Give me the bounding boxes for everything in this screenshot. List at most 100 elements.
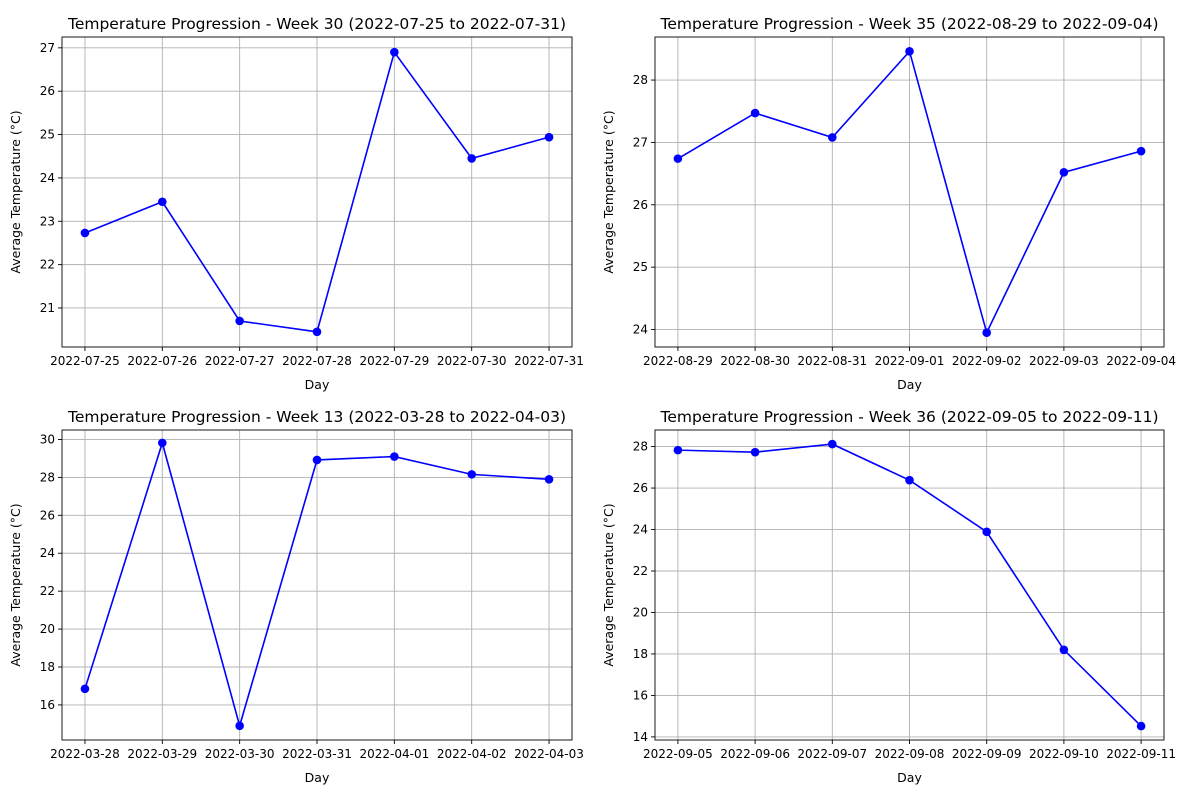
- data-point: [390, 452, 399, 461]
- y-tick-label: 24: [633, 323, 648, 337]
- data-point: [80, 228, 90, 238]
- y-tick-label: 20: [40, 622, 55, 636]
- x-tick-label: 2022-09-02: [952, 354, 1022, 368]
- x-tick-label: 2022-09-06: [720, 747, 790, 761]
- x-tick-label: 2022-08-31: [797, 354, 867, 368]
- y-tick-label: 24: [40, 546, 55, 560]
- y-tick-label: 22: [40, 258, 55, 272]
- x-axis-label: Day: [897, 377, 922, 392]
- y-axis-label: Average Temperature (°C): [8, 110, 23, 273]
- y-tick-label: 25: [633, 260, 648, 274]
- x-tick-label: 2022-07-27: [205, 354, 275, 368]
- y-tick-label: 16: [40, 698, 55, 712]
- data-point: [673, 445, 683, 455]
- x-tick-label: 2022-09-11: [1106, 747, 1176, 761]
- y-tick-label: 26: [40, 508, 55, 522]
- y-tick-label: 26: [633, 481, 648, 495]
- x-tick-label: 2022-04-03: [514, 747, 584, 761]
- x-tick-label: 2022-07-30: [437, 354, 507, 368]
- data-point: [828, 133, 837, 142]
- y-tick-label: 30: [40, 432, 55, 446]
- y-tick-label: 22: [633, 564, 648, 578]
- data-point: [828, 439, 837, 449]
- subplot-3: 2022-03-28 2022-03-29 2022-03-30 2022-03-31…: [8, 408, 584, 785]
- data-point: [750, 108, 760, 118]
- data-point: [544, 132, 554, 142]
- data-point: [982, 527, 991, 537]
- y-tick-label: 24: [40, 171, 55, 185]
- subplot-1: 2022-07-25 2022-07-26 2022-07-27 2022-07-28…: [8, 15, 584, 392]
- x-tick-label: 2022-09-05: [643, 747, 713, 761]
- data-point: [1059, 168, 1069, 177]
- x-tick-label: 2022-07-25: [50, 354, 120, 368]
- data-point: [905, 47, 914, 56]
- x-tick-label: 2022-09-07: [797, 747, 867, 761]
- x-tick-label: 2022-09-10: [1029, 747, 1099, 761]
- y-tick-label: 28: [633, 73, 648, 87]
- y-tick-label: 27: [633, 135, 648, 149]
- x-tick-label: 2022-03-29: [127, 747, 197, 761]
- data-point: [673, 154, 683, 163]
- y-tick-label: 24: [633, 523, 648, 537]
- x-tick-label: 2022-03-30: [205, 747, 275, 761]
- y-axis-label: Average Temperature (°C): [601, 503, 616, 666]
- data-point: [467, 470, 477, 479]
- data-point: [158, 197, 167, 207]
- data-point: [1136, 721, 1146, 731]
- data-point: [312, 455, 322, 465]
- data-point: [750, 447, 760, 457]
- subplot-4: 2022-09-05 2022-09-06 2022-09-07 2022-09-08…: [601, 408, 1176, 785]
- data-point: [158, 438, 167, 448]
- chart-title: Temperature Progression - Week 35 (2022-…: [659, 15, 1158, 33]
- y-tick-label: 28: [633, 440, 648, 454]
- x-tick-label: 2022-09-03: [1029, 354, 1099, 368]
- x-tick-label: 2022-09-09: [952, 747, 1022, 761]
- data-point: [235, 316, 244, 326]
- data-point: [1059, 645, 1069, 655]
- x-tick-label: 2022-04-02: [437, 747, 507, 761]
- subplot-2: 2022-08-29 2022-08-30 2022-08-31 2022-09-01…: [601, 15, 1176, 392]
- y-tick-label: 18: [40, 660, 55, 674]
- x-axis-label: Day: [305, 377, 330, 392]
- chart-title: Temperature Progression - Week 30 (2022-…: [67, 15, 566, 33]
- data-point: [982, 328, 991, 337]
- y-tick-label: 26: [633, 198, 648, 212]
- y-tick-label: 16: [633, 688, 648, 702]
- y-tick-label: 20: [633, 605, 648, 619]
- data-point: [312, 327, 322, 337]
- x-axis-label: Day: [897, 770, 922, 785]
- y-tick-label: 25: [40, 128, 55, 142]
- x-tick-label: 2022-04-01: [359, 747, 429, 761]
- x-tick-label: 2022-07-26: [127, 354, 197, 368]
- y-tick-label: 21: [40, 301, 55, 315]
- x-tick-label: 2022-03-31: [282, 747, 352, 761]
- data-point: [1136, 146, 1146, 156]
- x-tick-label: 2022-07-28: [282, 354, 352, 368]
- data-point: [80, 684, 90, 694]
- y-axis-label: Average Temperature (°C): [601, 110, 616, 273]
- x-tick-label: 2022-08-29: [643, 354, 713, 368]
- y-tick-label: 27: [40, 41, 55, 55]
- x-tick-label: 2022-09-04: [1106, 354, 1176, 368]
- x-tick-label: 2022-09-08: [875, 747, 945, 761]
- x-tick-label: 2022-07-31: [514, 354, 584, 368]
- data-point: [390, 47, 399, 57]
- y-tick-label: 22: [40, 584, 55, 598]
- y-tick-label: 14: [633, 730, 648, 744]
- data-point: [544, 474, 554, 484]
- y-axis-label: Average Temperature (°C): [8, 503, 23, 666]
- x-tick-label: 2022-09-01: [875, 354, 945, 368]
- x-tick-label: 2022-07-29: [359, 354, 429, 368]
- chart-title: Temperature Progression - Week 13 (2022-…: [67, 408, 566, 426]
- y-tick-label: 23: [40, 214, 55, 228]
- y-tick-label: 26: [40, 84, 55, 98]
- x-axis-label: Day: [305, 770, 330, 785]
- data-point: [235, 721, 244, 731]
- data-point: [905, 475, 914, 485]
- data-point: [467, 154, 477, 163]
- x-tick-label: 2022-08-30: [720, 354, 790, 368]
- chart-title: Temperature Progression - Week 36 (2022-…: [659, 408, 1158, 426]
- y-tick-label: 28: [40, 470, 55, 484]
- x-tick-label: 2022-03-28: [50, 747, 120, 761]
